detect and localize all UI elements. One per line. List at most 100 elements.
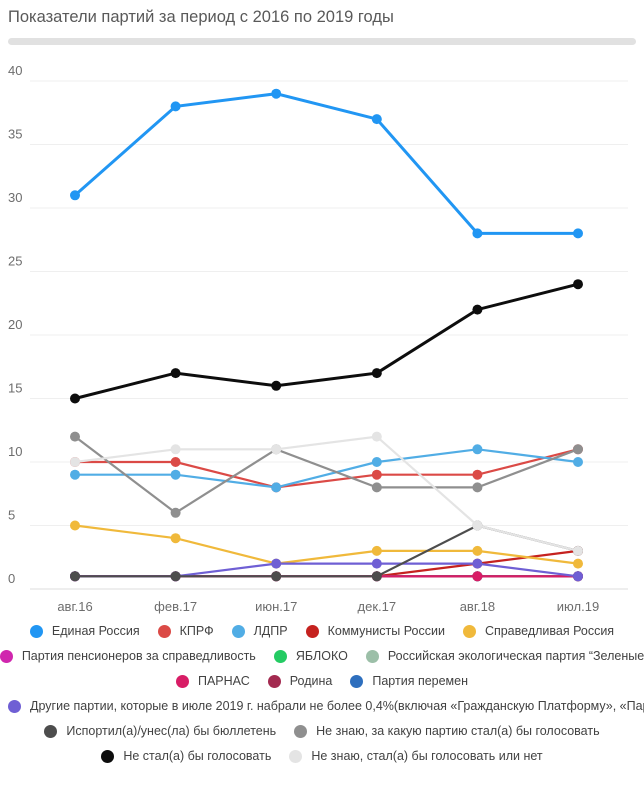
data-point[interactable] — [70, 520, 80, 531]
data-point[interactable] — [371, 114, 382, 125]
data-point[interactable] — [170, 507, 181, 518]
legend-label: Не стал(а) бы голосовать — [123, 749, 272, 763]
data-point[interactable] — [472, 545, 483, 556]
legend-label: Другие партии, которые в июле 2019 г. на… — [30, 699, 644, 713]
legend-label: Испортил(а)/унес(ла) бы бюллетень — [66, 724, 277, 738]
data-point[interactable] — [573, 457, 583, 467]
legend-item[interactable]: КПРФ — [157, 624, 214, 638]
legend-swatch-icon — [0, 649, 13, 663]
x-axis-tick-label: фев.17 — [154, 599, 197, 614]
legend-item[interactable]: Единая Россия — [29, 624, 140, 638]
data-point[interactable] — [271, 482, 282, 493]
data-point[interactable] — [271, 88, 282, 99]
data-point[interactable] — [170, 469, 181, 480]
data-point[interactable] — [170, 571, 181, 582]
data-point[interactable] — [70, 393, 80, 404]
data-point[interactable] — [70, 457, 80, 467]
data-point[interactable] — [573, 228, 583, 239]
data-point[interactable] — [170, 533, 181, 544]
data-point[interactable] — [170, 101, 181, 112]
legend-swatch-icon — [29, 624, 43, 638]
legend-item[interactable]: Не знаю, за какую партию стал(а) бы голо… — [294, 724, 600, 738]
data-point[interactable] — [170, 444, 181, 455]
data-point[interactable] — [371, 558, 382, 569]
x-axis-tick-label: дек.17 — [358, 599, 397, 614]
legend-swatch-icon — [305, 624, 319, 638]
data-point[interactable] — [573, 571, 583, 582]
legend-item[interactable]: Не знаю, стал(а) бы голосовать или нет — [289, 749, 543, 763]
data-point[interactable] — [371, 431, 382, 442]
data-point[interactable] — [472, 558, 483, 569]
data-point[interactable] — [70, 190, 80, 201]
data-point[interactable] — [472, 482, 483, 493]
y-axis-tick-label: 5 — [8, 508, 15, 523]
data-point[interactable] — [472, 304, 483, 315]
data-point[interactable] — [70, 469, 80, 480]
legend-row: Другие партии, которые в июле 2019 г. на… — [0, 699, 644, 713]
data-point[interactable] — [472, 520, 483, 531]
data-point[interactable] — [472, 444, 483, 455]
legend-label: Коммунисты России — [327, 624, 445, 638]
data-point[interactable] — [271, 571, 282, 582]
legend-row: Испортил(а)/унес(ла) бы бюллетень Не знаю… — [0, 724, 644, 738]
data-point[interactable] — [170, 457, 181, 467]
data-point[interactable] — [371, 469, 382, 480]
data-point[interactable] — [573, 444, 583, 455]
legend-item[interactable]: Партия перемен — [350, 674, 468, 688]
x-axis-tick-label: июн.17 — [255, 599, 297, 614]
series-line — [75, 524, 579, 578]
legend-label: Родина — [289, 674, 333, 688]
legend-item[interactable]: ПАРНАС — [175, 674, 250, 688]
data-point[interactable] — [472, 228, 483, 239]
y-axis-tick-label: 40 — [8, 63, 22, 78]
data-point[interactable] — [271, 444, 282, 455]
legend-swatch-icon — [8, 699, 21, 713]
y-axis-tick-label: 20 — [8, 317, 22, 332]
data-point[interactable] — [573, 545, 583, 556]
legend-item[interactable]: Справедливая Россия — [462, 624, 615, 638]
y-axis-tick-label: 10 — [8, 444, 22, 459]
data-point[interactable] — [573, 558, 583, 569]
legend-swatch-icon — [365, 649, 379, 663]
legend-swatch-icon — [267, 674, 281, 688]
legend-label: КПРФ — [179, 624, 214, 638]
y-axis-tick-label: 30 — [8, 190, 22, 205]
x-axis-tick-label: авг.16 — [57, 599, 92, 614]
data-point[interactable] — [170, 368, 181, 379]
series-12 — [70, 520, 583, 582]
legend-swatch-icon — [101, 749, 115, 763]
legend-row: Не стал(а) бы голосовать Не знаю, стал(а)… — [0, 749, 644, 763]
legend-label: Справедливая Россия — [484, 624, 615, 638]
data-point[interactable] — [371, 457, 382, 467]
line-chart: 0 5 10 15 20 25 30 35 40 авг.16 фев.17 июн.17 дек.17… — [8, 63, 628, 614]
legend-item[interactable]: Не стал(а) бы голосовать — [101, 749, 271, 763]
data-point[interactable] — [573, 279, 583, 290]
series-line — [74, 524, 579, 565]
series-line — [75, 448, 579, 489]
data-point[interactable] — [472, 469, 483, 480]
legend-swatch-icon — [462, 624, 476, 638]
legend-item[interactable]: Родина — [267, 674, 333, 688]
data-point[interactable] — [271, 380, 282, 391]
legend-swatch-icon — [273, 649, 287, 663]
legend-item[interactable]: Испортил(а)/унес(ла) бы бюллетень — [44, 724, 276, 738]
data-point[interactable] — [371, 368, 382, 379]
legend-item[interactable]: Российская экологическая партия “Зеленые — [365, 649, 644, 663]
y-axis-tick-label: 35 — [8, 127, 22, 142]
legend-item[interactable]: Другие партии, которые в июле 2019 г. на… — [8, 699, 644, 713]
data-point[interactable] — [371, 571, 382, 582]
data-point[interactable] — [371, 545, 382, 556]
legend-item[interactable]: Коммунисты России — [305, 624, 445, 638]
legend-swatch-icon — [350, 674, 364, 688]
legend-item[interactable]: Партия пенсионеров за справедливость — [0, 649, 256, 663]
data-point[interactable] — [70, 571, 80, 582]
data-point[interactable] — [70, 431, 80, 442]
data-point[interactable] — [472, 571, 483, 582]
divider-bar — [8, 38, 636, 45]
data-point[interactable] — [371, 482, 382, 493]
data-point[interactable] — [271, 558, 282, 569]
legend-item[interactable]: ЯБЛОКО — [273, 649, 348, 663]
legend-item[interactable]: ЛДПР — [231, 624, 288, 638]
series-line — [74, 282, 579, 400]
